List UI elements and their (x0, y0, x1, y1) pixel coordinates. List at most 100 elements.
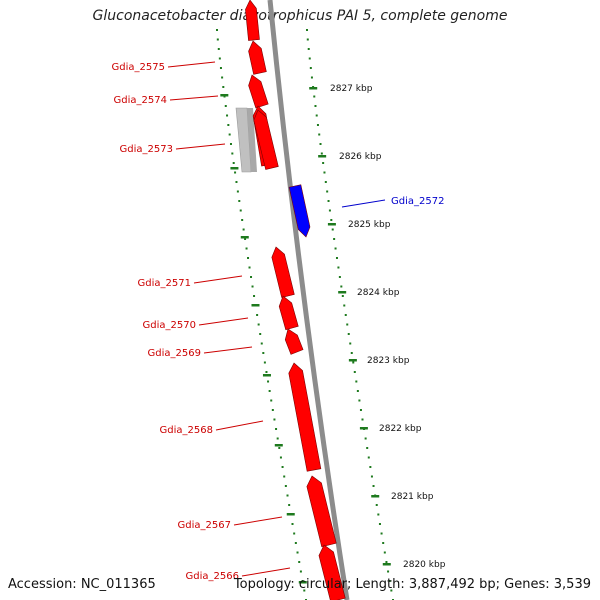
scale-label: 2823 kbp (367, 356, 410, 366)
left-scale-dot (250, 276, 253, 278)
right-scale-dot (356, 390, 359, 392)
left-scale-dot (267, 380, 270, 383)
gene-label[interactable]: Gdia_2575 (112, 62, 165, 73)
right-scale-dot (313, 95, 316, 98)
left-scale-dot (286, 494, 289, 497)
gene-arrow-gdia_2572 (288, 184, 311, 238)
right-scale-dot (334, 247, 337, 250)
right-scale-dot (323, 171, 326, 174)
left-scale-major-tick (251, 304, 260, 307)
right-scale-dot (318, 133, 321, 136)
right-scale-dot (346, 323, 349, 326)
left-scale-dot (238, 200, 241, 202)
left-scale-dot (271, 409, 274, 411)
right-scale-dot (309, 67, 312, 69)
left-scale-dot (234, 171, 237, 174)
right-scale-dot (370, 475, 373, 478)
gene-arrow-offscreen (245, 0, 260, 41)
gene-label[interactable]: Gdia_2569 (148, 348, 201, 359)
gene-label[interactable]: Gdia_2574 (114, 95, 167, 106)
label-connector (167, 61, 216, 68)
left-scale-dot (228, 133, 231, 136)
left-scale-dot (299, 570, 302, 573)
left-scale-major-tick (220, 94, 229, 97)
right-scale-dot (355, 380, 358, 383)
left-scale-dot (224, 105, 227, 107)
right-scale-dot (388, 580, 391, 582)
left-scale-dot (229, 143, 232, 145)
left-scale-major-tick (286, 513, 295, 516)
right-scale-major-tick (371, 495, 380, 498)
gene-label[interactable]: Gdia_2573 (120, 144, 173, 155)
left-scale-dot (241, 219, 244, 221)
scale-labels: 2827 kbp 2826 kbp 2825 kbp 2824 kbp 2823 kbp… (330, 84, 446, 570)
left-scale-dot (281, 466, 284, 468)
right-scale-major-tick (382, 563, 391, 566)
right-scale-dot (337, 266, 340, 269)
right-scale-dot (352, 361, 355, 364)
label-connector (193, 275, 243, 284)
right-scale-major-tick (318, 155, 327, 158)
left-scale-dot (222, 86, 225, 88)
gene-label[interactable]: Gdia_2566 (186, 571, 239, 582)
right-scale-dot (340, 285, 343, 288)
left-scale-major-tick (240, 236, 249, 239)
left-scale-dot (293, 532, 296, 535)
right-scale-dot (372, 485, 375, 487)
accession-label: Accession: NC_011365 (8, 577, 156, 592)
right-scale-major-tick (348, 359, 357, 362)
genome-backbone (267, 0, 350, 600)
left-scale-dot (218, 57, 221, 60)
right-scale-major-tick (338, 291, 347, 294)
right-scale-dot (338, 276, 341, 278)
right-scale-dot (358, 399, 361, 402)
left-scale-dot (275, 428, 278, 430)
right-scale-dot (328, 209, 331, 212)
left-scale-major-tick (298, 581, 307, 584)
left-scale-dot (276, 437, 279, 440)
right-scale-dot (310, 76, 313, 79)
gene-label[interactable]: Gdia_2570 (143, 320, 196, 331)
right-scale-dot (335, 257, 338, 259)
left-scale-dot (283, 475, 286, 478)
scale-label: 2820 kbp (403, 560, 446, 570)
left-scale-ticks (216, 29, 307, 600)
left-scale-dot (217, 48, 220, 50)
left-scale-dot (248, 266, 251, 269)
right-scale-dot (331, 228, 334, 231)
right-scale-dot (383, 551, 386, 554)
map-title: Gluconacetobacter diazotrophicus PAI 5, … (92, 8, 508, 24)
scale-label: 2824 kbp (357, 288, 400, 298)
right-scale-dot (316, 124, 319, 126)
right-scale-dot (308, 57, 311, 60)
gene-label[interactable]: Gdia_2571 (138, 278, 191, 289)
scale-label: 2827 kbp (330, 84, 373, 94)
left-scale-dot (216, 29, 218, 31)
left-scale-dot (235, 181, 238, 183)
right-scale-dot (378, 523, 381, 525)
left-scale-dot (270, 399, 273, 402)
right-scale-dot (385, 561, 388, 563)
backbone-line (267, 0, 350, 600)
left-scale-dot (288, 504, 291, 506)
right-scale-dot (319, 143, 322, 145)
right-scale-dot (306, 38, 309, 41)
genome-summary: Topology: circular; Length: 3,887,492 bp… (233, 577, 591, 592)
right-scale-dot (361, 418, 364, 421)
right-scale-dot (327, 200, 330, 202)
left-scale-dot (239, 209, 242, 212)
gene-label[interactable]: Gdia_2567 (178, 520, 231, 531)
left-scale-dot (256, 314, 259, 316)
label-connector (233, 516, 283, 526)
left-scale-dot (236, 190, 239, 193)
label-connector (203, 346, 253, 354)
left-scale-dot (232, 162, 235, 164)
gene-arrow (248, 40, 267, 75)
right-scale-dot (315, 114, 318, 117)
right-scale-dot (364, 437, 367, 440)
gene-label[interactable]: Gdia_2572 (391, 196, 444, 207)
gene-label[interactable]: Gdia_2568 (160, 425, 213, 436)
gene-arrow-gdia_2573 (253, 109, 279, 170)
left-scale-dot (278, 447, 281, 449)
right-scale-dot (347, 333, 350, 335)
